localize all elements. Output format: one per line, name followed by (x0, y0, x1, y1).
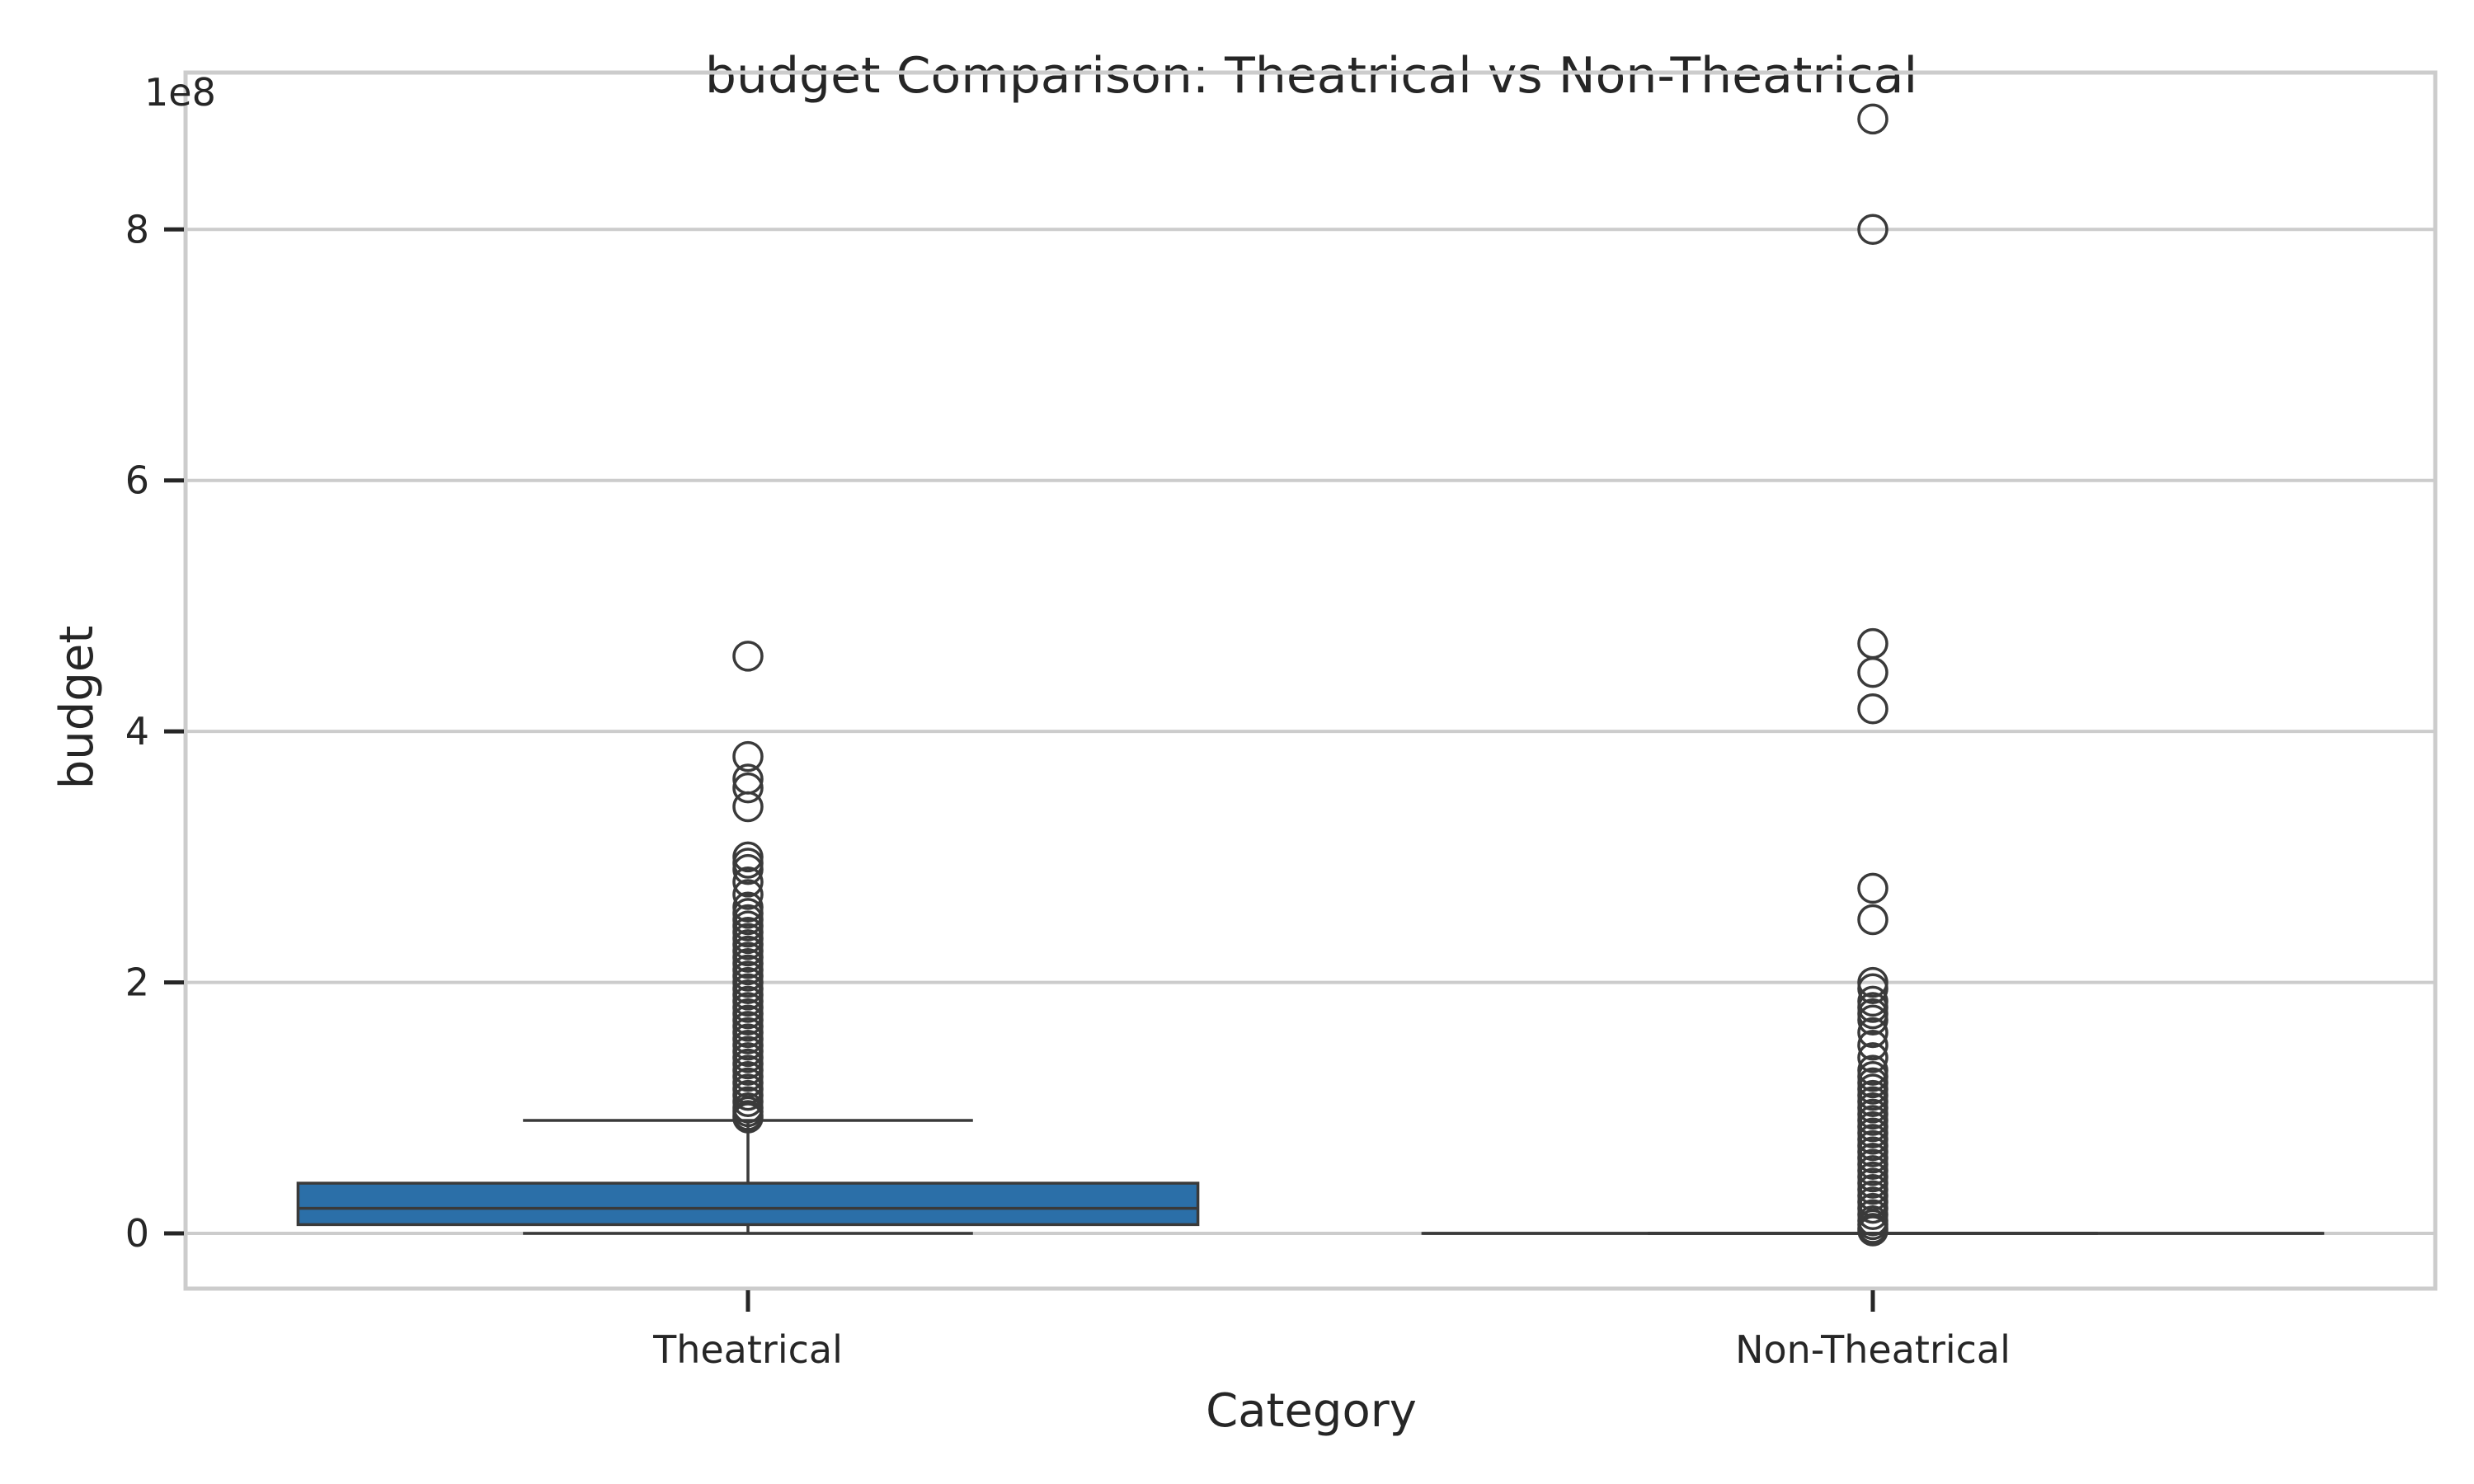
outlier-point (732, 879, 764, 910)
outlier-point (1857, 1004, 1888, 1036)
plot-frame (183, 70, 2438, 1291)
gridlines (186, 228, 2435, 1236)
y-tick-label: 0 (125, 1211, 149, 1256)
outlier-point (1857, 214, 1888, 246)
chart-title: budget Comparison: Theatrical vs Non-The… (705, 47, 1917, 105)
outlier-point (1857, 1017, 1888, 1049)
y-axis: 0 2 4 6 8 (125, 207, 184, 1256)
outlier-point (1857, 103, 1888, 135)
outlier-point (732, 641, 764, 672)
box-non-theatrical (1421, 103, 2325, 1247)
outlier-point (732, 1102, 764, 1134)
iqr-box (296, 1181, 1200, 1227)
outlier-point (1857, 1215, 1888, 1247)
y-tick-label: 2 (125, 960, 149, 1005)
y-tick-label: 8 (125, 207, 149, 251)
outlier-point (732, 791, 764, 823)
outlier-point (1857, 872, 1888, 904)
x-tick-label: Non-Theatrical (1735, 1327, 2011, 1372)
x-axis-label: Category (1206, 1384, 1417, 1438)
outlier-point (732, 853, 764, 885)
y-offset-label: 1e8 (144, 70, 216, 115)
outlier-point (1857, 693, 1888, 725)
outlier-point (1857, 656, 1888, 688)
x-axis: Theatrical Non-Theatrical (652, 1290, 2011, 1372)
box-group (296, 103, 2325, 1247)
outlier-point (732, 866, 764, 898)
outlier-point (1857, 627, 1888, 660)
outlier-point (732, 772, 764, 804)
y-tick-label: 4 (125, 709, 149, 754)
outlier-point (732, 740, 764, 773)
box-theatrical (296, 641, 1200, 1235)
outlier-point (1857, 973, 1888, 1004)
outlier-point (1857, 904, 1888, 936)
y-axis-label: budget (50, 626, 104, 790)
x-tick-label: Theatrical (652, 1327, 843, 1372)
y-tick-label: 6 (125, 458, 149, 503)
outlier-point (1857, 1029, 1888, 1061)
outlier-point (1857, 1042, 1888, 1073)
